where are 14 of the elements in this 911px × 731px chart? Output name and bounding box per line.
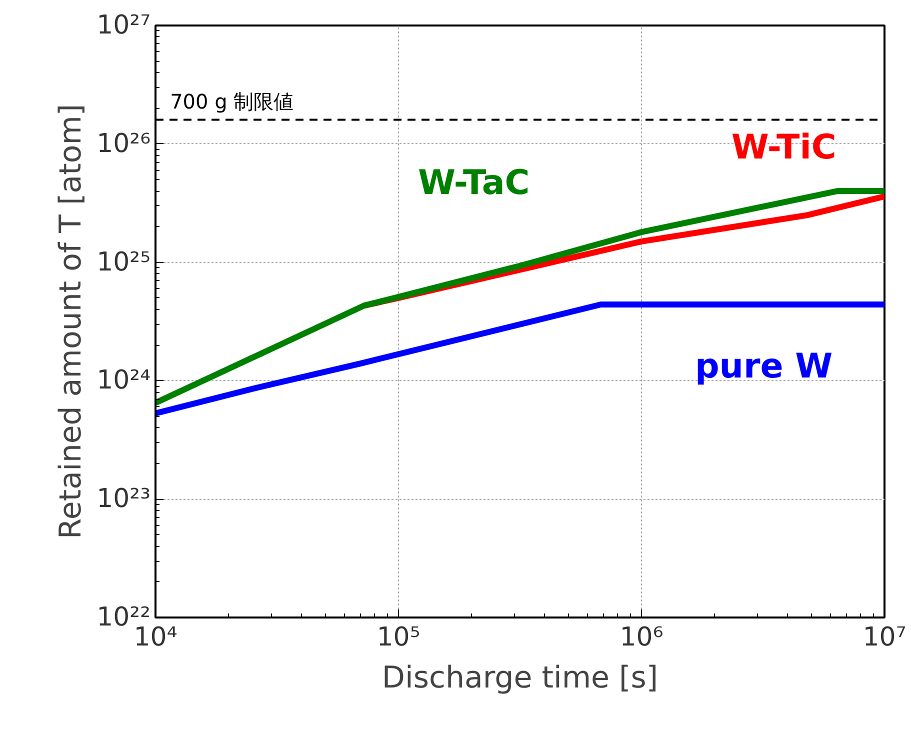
series-label: pure W <box>694 346 833 387</box>
y-tick-label: 10²⁷ <box>96 10 151 40</box>
y-tick-label: 10²⁵ <box>96 247 151 278</box>
series-label: W-TiC <box>731 128 836 168</box>
x-tick-label: 10⁵ <box>376 622 420 652</box>
y-tick-label: 10²³ <box>96 484 151 514</box>
series-label: W-TaC <box>418 163 530 204</box>
y-axis-title: Retained amount of T [atom] <box>54 104 89 540</box>
x-tick-label: 10⁷ <box>862 622 906 652</box>
y-tick-label: 10²⁶ <box>96 128 151 159</box>
x-axis-title: Discharge time [s] <box>382 660 658 696</box>
x-tick-label: 10⁶ <box>620 622 664 652</box>
y-tick-label: 10²⁴ <box>96 366 151 396</box>
ref-line-label: 700 g 制限値 <box>170 90 294 114</box>
